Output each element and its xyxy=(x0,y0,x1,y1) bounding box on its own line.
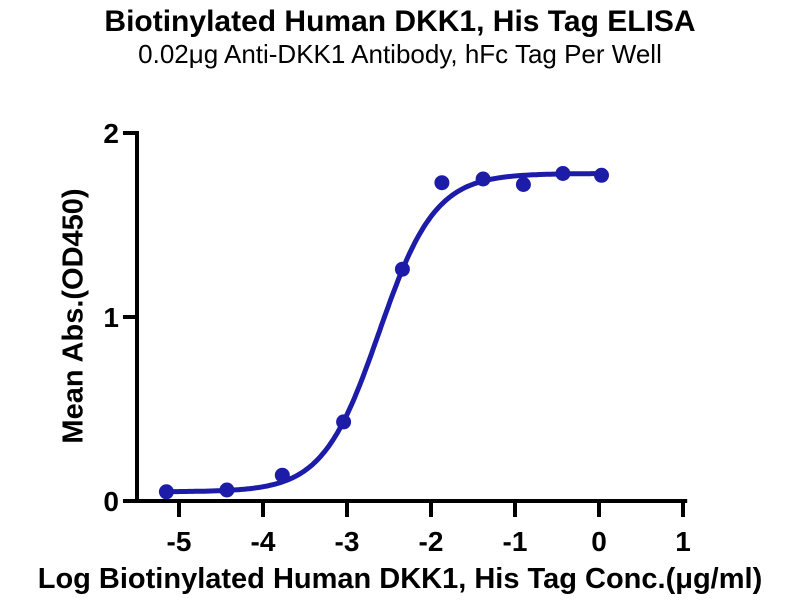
x-axis-title: Log Biotinylated Human DKK1, His Tag Con… xyxy=(37,563,763,595)
data-point xyxy=(434,175,450,191)
data-point xyxy=(219,482,235,498)
data-point xyxy=(394,261,410,277)
y-tick-label: 0 xyxy=(103,486,119,517)
x-tick-label: -5 xyxy=(167,526,192,557)
chart-title: Biotinylated Human DKK1, His Tag ELISA xyxy=(104,5,696,38)
axis-spines xyxy=(135,131,688,503)
x-tick-label: -2 xyxy=(419,526,444,557)
data-point xyxy=(158,484,174,500)
data-point xyxy=(515,177,531,192)
x-tick-label: -4 xyxy=(251,526,276,557)
y-tick-label: 2 xyxy=(103,118,119,149)
data-point xyxy=(336,414,352,430)
data-point xyxy=(594,167,609,183)
fit-curve xyxy=(163,171,604,495)
x-tick-label: 0 xyxy=(591,526,607,557)
data-point xyxy=(274,467,290,483)
chart-subtitle: 0.02μg Anti-DKK1 Antibody, hFc Tag Per W… xyxy=(138,39,662,69)
data-point xyxy=(555,166,571,181)
x-tick-label: 1 xyxy=(675,526,691,557)
x-tick-label: -1 xyxy=(503,526,528,557)
data-point xyxy=(475,171,491,187)
x-tick-label: -3 xyxy=(335,526,360,557)
y-tick-label: 1 xyxy=(103,302,119,333)
